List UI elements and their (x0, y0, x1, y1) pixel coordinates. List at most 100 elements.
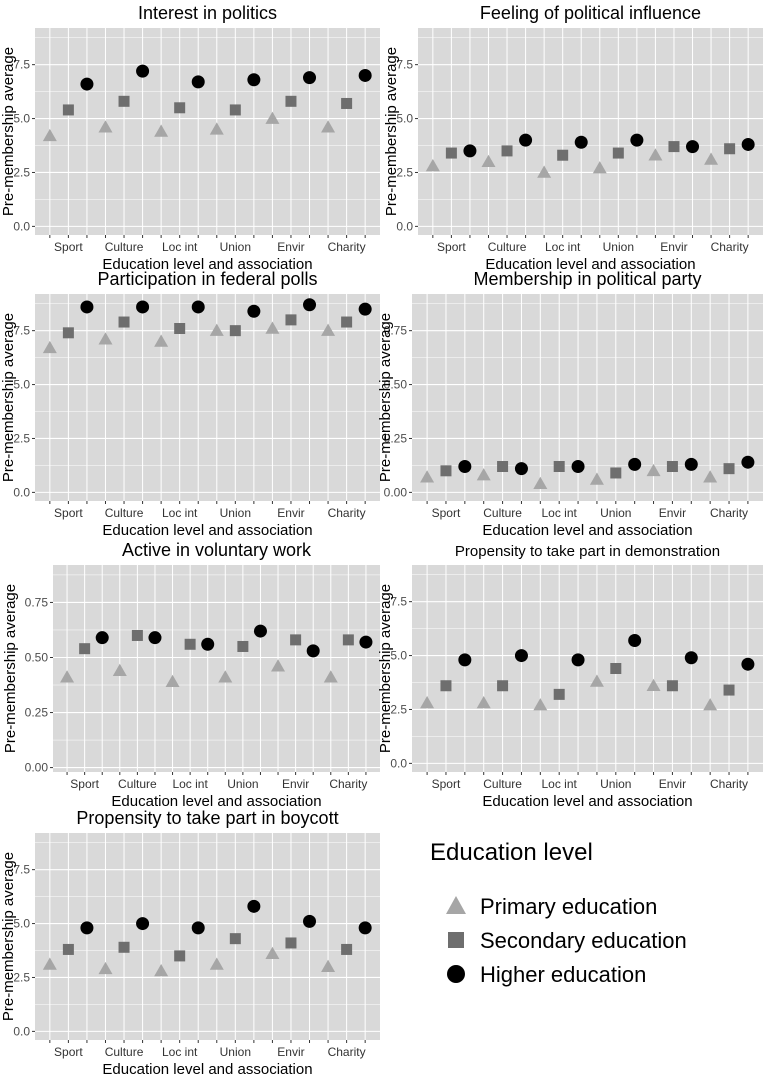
data-point (165, 674, 180, 687)
x-tick-label: Charity (711, 240, 749, 254)
panel-background (53, 565, 380, 772)
data-point (341, 943, 353, 955)
data-point (98, 120, 113, 133)
chart-title: Propensity to take part in demonstration (455, 543, 720, 560)
data-point (79, 643, 91, 655)
data-point (191, 75, 205, 89)
data-point (148, 631, 162, 645)
data-point (209, 122, 224, 135)
x-tick-label: Loc int (162, 1045, 198, 1059)
x-tick-label: Sport (54, 506, 83, 520)
data-point (704, 152, 719, 165)
data-point (341, 316, 353, 328)
y-tick-label: 2.5 (13, 165, 30, 179)
chart-title: Interest in politics (138, 3, 277, 23)
data-point (154, 964, 169, 977)
data-point (628, 633, 642, 647)
data-point (630, 133, 644, 147)
y-axis-label: Pre-membership average (377, 313, 394, 482)
y-tick-label: 5.0 (13, 378, 30, 392)
legend-label: Primary education (480, 894, 657, 919)
x-tick-label: Culture (483, 506, 522, 520)
x-axis-label: Education level and association (482, 793, 692, 810)
data-point (42, 340, 57, 354)
data-point (684, 651, 698, 665)
x-tick-label: Charity (328, 240, 366, 254)
data-point (358, 921, 372, 935)
data-point (476, 468, 491, 481)
x-axis-label: Education level and association (102, 522, 312, 539)
data-point (285, 95, 297, 107)
y-tick-label: 7.5 (13, 324, 30, 338)
x-tick-label: Union (220, 506, 251, 520)
data-point (359, 635, 373, 649)
data-point (218, 670, 233, 683)
data-point (271, 659, 286, 672)
panel-background (35, 294, 380, 501)
legend-triangle-icon (446, 896, 466, 914)
y-tick-label: 0.0 (390, 756, 407, 770)
data-point (118, 316, 130, 328)
x-tick-label: Sport (437, 240, 466, 254)
legend-title: Education level (430, 839, 593, 866)
x-tick-label: Sport (54, 240, 83, 254)
y-axis-label: Pre-membership average (383, 47, 400, 216)
data-point (741, 657, 755, 671)
data-point (80, 921, 94, 935)
data-point (62, 943, 74, 955)
data-point (741, 137, 755, 151)
chart-panel-3: 0.0 2.5 5.0 7.5 Sport Culture Loc int Union Envi… (0, 269, 380, 539)
data-point (463, 144, 477, 158)
data-point (553, 461, 565, 472)
data-point (118, 941, 130, 953)
data-point (425, 159, 440, 172)
data-point (265, 321, 280, 334)
y-tick-label: 2.5 (13, 431, 30, 445)
data-point (358, 302, 372, 316)
data-point (703, 698, 718, 711)
chart-title: Feeling of political influence (480, 3, 701, 23)
data-point (229, 933, 241, 945)
y-tick-label: 0.50 (25, 650, 49, 664)
y-tick-label: 5.0 (390, 649, 407, 663)
data-point (723, 684, 735, 696)
x-tick-label: Union (600, 506, 631, 520)
data-point (420, 470, 435, 483)
data-point (290, 634, 302, 646)
y-tick-label: 7.5 (390, 595, 407, 609)
data-point (574, 135, 588, 149)
y-tick-label: 2.5 (390, 702, 407, 716)
x-tick-label: Envir (277, 506, 304, 520)
chart-title: Participation in federal polls (97, 269, 317, 289)
panel-background (418, 28, 763, 235)
data-point (136, 300, 150, 314)
data-point (519, 133, 533, 147)
data-point (686, 140, 700, 154)
data-point (209, 957, 224, 970)
x-tick-label: Charity (710, 506, 748, 520)
x-tick-label: Loc int (545, 240, 581, 254)
x-tick-label: Culture (105, 240, 144, 254)
data-point (684, 457, 698, 471)
x-tick-label: Union (227, 777, 258, 791)
x-tick-label: Envir (659, 777, 686, 791)
data-point (247, 304, 261, 318)
x-axis-label: Education level and association (102, 1061, 312, 1078)
data-point (154, 334, 169, 347)
x-tick-label: Envir (277, 1045, 304, 1059)
data-point (612, 147, 624, 159)
x-tick-label: Envir (659, 506, 686, 520)
legend: Education level Primary education Secondar… (430, 839, 687, 987)
x-tick-label: Sport (432, 777, 461, 791)
data-point (341, 97, 353, 109)
data-point (610, 467, 622, 479)
data-point (610, 663, 622, 674)
x-tick-label: Culture (483, 777, 522, 791)
x-tick-label: Sport (70, 777, 99, 791)
data-point (131, 629, 143, 641)
y-tick-label: 0.50 (384, 378, 408, 392)
data-point (440, 465, 452, 477)
data-point (42, 957, 57, 970)
y-tick-label: 0.0 (396, 219, 413, 233)
